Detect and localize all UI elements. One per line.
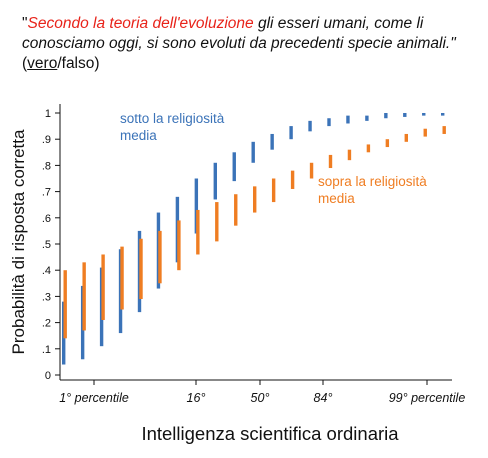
range-bar-above [366, 144, 371, 153]
range-bar-above [177, 220, 181, 271]
range-bar-above [328, 154, 333, 169]
y-tick-label: .4 [42, 265, 51, 277]
range-bar-above [120, 246, 124, 310]
range-bar-below [441, 113, 445, 116]
y-tick-label: 1 [45, 108, 51, 120]
annotation-line: media [318, 191, 355, 206]
y-tick-label: .5 [42, 239, 51, 251]
answer-close: ) [94, 55, 100, 72]
x-tick-label: 84° [314, 391, 333, 405]
x-tick-label: 99° percentile [389, 391, 466, 405]
x-axis-label: Intelligenza scientifica ordinaria [141, 423, 399, 444]
range-bar-below [327, 118, 331, 127]
bars [62, 113, 446, 365]
y-tick-label: .6 [42, 213, 51, 225]
range-bar-below [213, 162, 217, 200]
range-bar-above [253, 186, 257, 213]
range-bar-below [365, 115, 369, 121]
range-bar-above [290, 170, 295, 189]
y-ticks: 0 .1 .2 .3 .4 .5 .6 .7 .8 .9 1 [42, 108, 60, 382]
y-tick-label: .8 [42, 160, 51, 172]
range-bar-above [158, 230, 162, 284]
range-bar-below [251, 141, 255, 163]
range-bar-above [196, 209, 200, 255]
range-bar-above [423, 128, 427, 137]
quote-open: " [22, 15, 28, 32]
annotation-line: sopra la religiosità [318, 174, 427, 189]
annotation-line: sotto la religiosità [120, 111, 225, 126]
range-bar-below [384, 113, 388, 119]
x-tick-label: 1° percentile [59, 391, 129, 405]
range-bar-above [234, 194, 238, 226]
range-bar-above [385, 139, 390, 148]
range-bar-above [347, 149, 352, 161]
range-bar-above [442, 126, 446, 134]
annotation-above: sopra la religiosità media [318, 174, 427, 206]
range-bar-above [63, 270, 67, 339]
range-bar-above [139, 238, 143, 300]
range-bar-below [308, 120, 312, 132]
range-bar-above [309, 162, 314, 179]
quote-highlight: Secondo la teoria dell'evoluzione [27, 15, 254, 32]
range-bar-below [194, 178, 199, 234]
annotation-below: sotto la religiosità media [120, 111, 225, 143]
y-tick-label: 0 [45, 370, 51, 382]
answer-open: ( [22, 55, 28, 72]
y-tick-label: .2 [42, 318, 51, 330]
range-bar-above [215, 202, 219, 242]
range-bar-above [404, 133, 408, 142]
annotation-line: media [120, 128, 157, 143]
y-tick-label: .9 [42, 134, 51, 146]
range-bar-below [422, 113, 426, 116]
range-bar-below [232, 152, 236, 182]
answer-false: /falso [57, 55, 95, 72]
question-text: "Secondo la teoria dell'evoluzione gli e… [22, 14, 482, 74]
range-bar-below [270, 133, 274, 150]
y-axis-label: Probabilità di risposta corretta [9, 129, 28, 354]
range-bar-above [271, 178, 276, 203]
range-bar-above [82, 262, 86, 331]
y-tick-label: .1 [42, 344, 51, 356]
quote-rest: gli esseri umani, come li conosciamo ogg… [22, 15, 456, 52]
range-bar-above [101, 254, 105, 320]
x-tick-label: 16° [187, 391, 206, 405]
y-tick-label: .7 [42, 187, 51, 199]
range-bar-below [403, 113, 407, 117]
y-tick-label: .3 [42, 291, 51, 303]
answer-correct: vero [27, 55, 58, 72]
x-ticks: 1° percentile 16° 50° 84° 99° percentile [59, 380, 465, 405]
range-bar-below [346, 115, 350, 124]
axes [59, 104, 452, 381]
x-tick-label: 50° [251, 391, 270, 405]
range-bar-below [289, 126, 293, 140]
